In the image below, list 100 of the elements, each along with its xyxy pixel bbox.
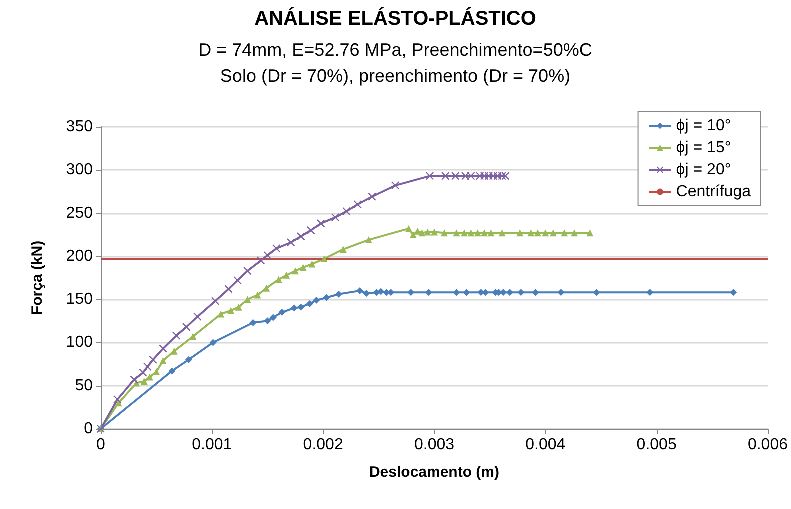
x-tick-label: 0.006 — [748, 436, 788, 454]
point — [430, 228, 438, 236]
point — [425, 289, 432, 296]
point — [340, 246, 347, 254]
point — [160, 357, 167, 364]
point — [518, 289, 525, 296]
x-tick-label: 0.001 — [192, 436, 232, 454]
point — [218, 310, 225, 318]
x-tick-label: 0.004 — [526, 436, 566, 454]
point — [561, 230, 568, 237]
point — [290, 304, 298, 312]
point — [442, 172, 450, 180]
x-tick-label: 0.003 — [414, 436, 455, 454]
point — [317, 220, 326, 228]
point — [263, 284, 270, 292]
point — [405, 225, 412, 232]
y-tick-label: 100 — [66, 334, 94, 352]
x-tick-label: 0 — [96, 436, 106, 454]
point — [516, 230, 524, 237]
point — [453, 289, 460, 296]
point — [140, 378, 148, 386]
point — [426, 172, 434, 180]
point — [149, 356, 158, 364]
point — [532, 289, 540, 296]
point — [146, 374, 154, 381]
point — [283, 272, 290, 279]
point — [365, 236, 372, 244]
point — [234, 276, 242, 285]
point — [506, 289, 514, 296]
point — [467, 172, 476, 180]
point — [452, 172, 460, 180]
point — [461, 230, 468, 237]
point — [388, 289, 395, 296]
point — [287, 238, 296, 247]
point — [224, 285, 233, 294]
legend-label: Centrífuga — [676, 184, 752, 200]
point — [368, 192, 376, 201]
x-tick-label: 0.005 — [636, 436, 677, 454]
y-tick-label: 250 — [66, 204, 94, 222]
point — [264, 318, 272, 325]
point — [468, 230, 475, 237]
point — [474, 230, 482, 237]
point — [210, 339, 217, 346]
point — [170, 348, 178, 355]
point — [730, 289, 738, 296]
point — [254, 292, 262, 299]
y-tick-label: 0 — [84, 420, 94, 438]
point — [153, 368, 160, 376]
point — [593, 289, 600, 296]
y-tick-label: 150 — [66, 291, 94, 308]
point — [646, 289, 654, 296]
point — [114, 396, 122, 404]
point — [542, 230, 550, 237]
point — [278, 309, 286, 316]
point — [172, 332, 181, 340]
point — [306, 300, 314, 308]
point — [558, 289, 565, 296]
point — [139, 368, 148, 377]
point — [144, 362, 152, 371]
point — [185, 356, 192, 364]
point — [534, 230, 542, 237]
point — [463, 289, 470, 296]
point — [168, 368, 176, 375]
point — [270, 314, 277, 322]
x-tick-label: 0.002 — [303, 436, 344, 454]
point — [250, 319, 257, 326]
point — [292, 268, 300, 275]
point — [335, 290, 342, 298]
y-tick-label: 50 — [75, 377, 94, 394]
point — [502, 172, 510, 180]
point — [528, 230, 535, 237]
point — [297, 232, 306, 241]
point — [354, 200, 362, 209]
chart-subtitle: D = 74mm, E=52.76 MPa, Preenchimento=50%C Solo (Dr = 70%), preenchimento (Dr = 70%) — [198, 40, 592, 86]
point — [275, 276, 282, 284]
point — [481, 230, 488, 237]
legend-label: ϕj = 15° — [676, 140, 732, 156]
point — [257, 256, 266, 265]
y-tick-label: 300 — [66, 162, 94, 179]
point — [182, 323, 191, 332]
point — [378, 288, 385, 296]
legend-label: ϕj = 20° — [676, 162, 732, 178]
point — [586, 230, 594, 237]
point — [424, 228, 432, 236]
point — [482, 289, 490, 296]
point — [313, 296, 320, 304]
point — [410, 231, 417, 238]
point — [298, 304, 305, 311]
point — [498, 230, 506, 237]
point — [408, 289, 415, 296]
point — [272, 244, 281, 253]
point — [194, 312, 202, 321]
point — [323, 294, 330, 302]
point — [332, 214, 340, 222]
point — [414, 228, 422, 235]
point — [159, 344, 168, 353]
point — [550, 230, 557, 237]
point — [418, 230, 426, 237]
chart-title: ANÁLISE ELÁSTO-PLÁSTICO — [254, 7, 536, 30]
y-tick-label: 200 — [66, 248, 94, 265]
